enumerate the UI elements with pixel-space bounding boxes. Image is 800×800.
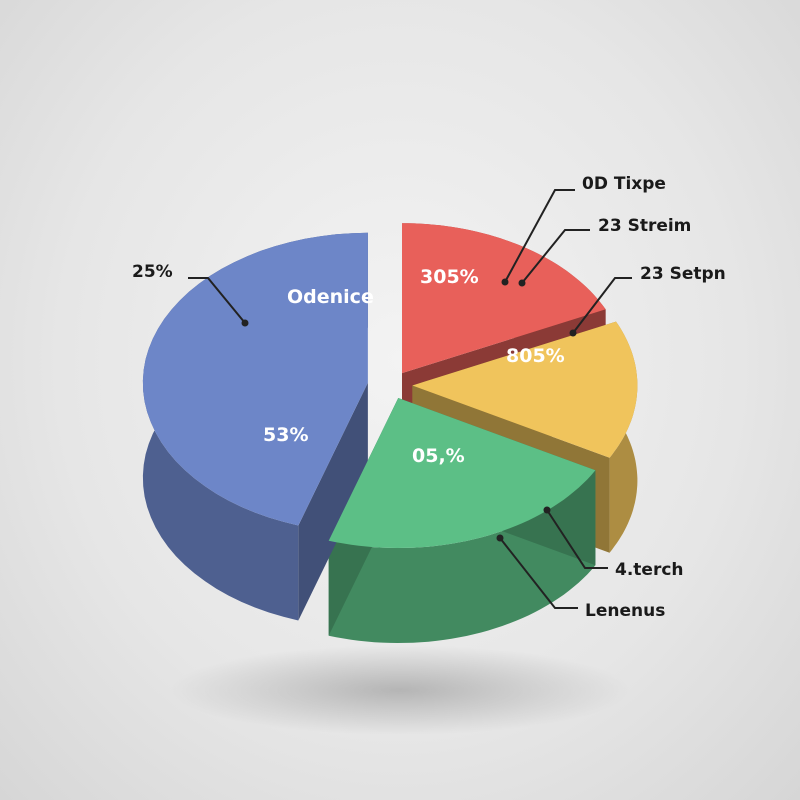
callout-dot-4 (496, 534, 504, 542)
callout-line-5 (188, 277, 246, 324)
slice-top-0 (402, 223, 606, 374)
callout-0d-tixpe: 0D Tixpe (582, 174, 666, 194)
callout-dot-2 (569, 329, 577, 337)
callout-line-0 (504, 189, 575, 283)
slice-side-2 (328, 470, 596, 643)
slice-top-3 (142, 232, 368, 526)
callout-line-3 (546, 509, 608, 569)
callout-25: 25% (132, 262, 173, 282)
callout-23-setpn: 23 Setpn (640, 264, 726, 284)
slice-title-odenice: Odenice (287, 286, 374, 308)
callout-line-2 (572, 277, 632, 334)
callout-dot-1 (518, 279, 526, 287)
slice-top-2 (328, 398, 596, 548)
slice-label-red: 305% (420, 266, 479, 288)
callout-dot-3 (543, 506, 551, 514)
callout-line-1 (521, 229, 590, 284)
callout-dot-5 (241, 319, 249, 327)
slice-cut-face-3-0 (298, 382, 368, 621)
callout-4-terch: 4.terch (615, 560, 684, 580)
callout-23-streim: 23 Streim (598, 216, 691, 236)
slice-top-1 (412, 321, 638, 458)
floor-shadow (170, 645, 630, 735)
slice-label-blue: 53% (263, 424, 308, 446)
slice-label-green: 05,% (412, 445, 465, 467)
callout-line-4 (499, 537, 578, 609)
callout-dot-0 (501, 278, 509, 286)
slice-label-yellow: 805% (506, 345, 565, 367)
callout-lenenus: Lenenus (585, 601, 665, 621)
